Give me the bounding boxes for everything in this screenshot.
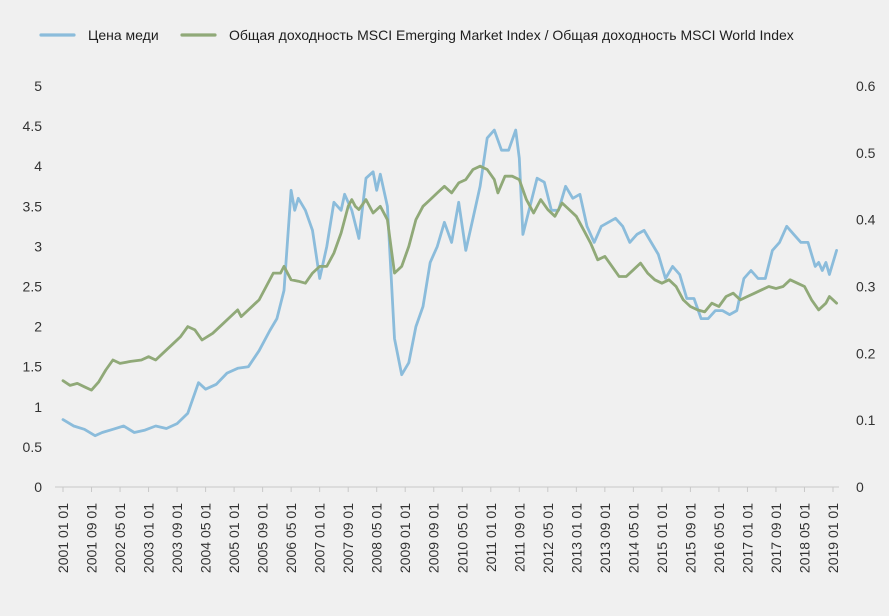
legend-label-copper: Цена меди [88,27,159,43]
y-tick-label-right: 0.1 [856,412,876,428]
x-tick-label: 2003 01 01 [141,503,157,573]
x-tick-label: 2001 01 01 [55,503,71,573]
x-tick-label: 2015 09 01 [682,503,698,573]
x-tick-label: 2003 09 01 [169,503,185,573]
plot-area [61,128,838,438]
x-tick-label: 2018 05 01 [796,503,812,573]
y-tick-label-right: 0.4 [856,212,876,228]
y-tick-label-right: 0 [856,479,864,495]
y-tick-label-left: 5 [34,78,42,94]
x-tick-label: 2013 09 01 [597,503,613,573]
x-tick-label: 2006 05 01 [283,503,299,573]
y-tick-label-left: 1.5 [23,359,43,375]
x-tick-label: 2014 05 01 [625,503,641,573]
y-tick-label-left: 4.5 [23,118,43,134]
legend: Цена меди Общая доходность MSCI Emerging… [39,27,794,43]
x-tick-label: 2013 01 01 [568,503,584,573]
x-tick-label: 2001 09 01 [84,503,100,573]
x-tick-label: 2019 01 01 [825,503,841,573]
x-tick-label: 2017 09 01 [768,503,784,573]
x-tick-label: 2005 09 01 [255,503,271,573]
x-tick-label: 2007 01 01 [312,503,328,573]
x-tick-label: 2015 01 01 [654,503,670,573]
axes: 0 0.5 1 1.5 2 2.5 3 3.5 4 4.5 5 0 0.1 0.2 0.3 0.4 0.5 0.6… [23,78,876,573]
x-tick-label: 2011 09 01 [511,503,527,572]
y-tick-label-right: 0.2 [856,345,876,361]
y-tick-label-right: 0.6 [856,78,876,94]
x-tick-label: 2012 05 01 [540,503,556,573]
x-tick-label: 2009 01 01 [397,503,413,573]
x-tick-label: 2017 01 01 [739,503,755,573]
x-tick-label: 2011 01 01 [483,503,499,572]
legend-label-msci-ratio: Общая доходность MSCI Emerging Market In… [229,27,794,43]
series-line-msci-ratio [61,164,838,392]
y-tick-label-left: 2 [34,319,42,335]
y-tick-label-left: 4 [34,158,42,174]
x-tick-label: 2005 01 01 [226,503,242,573]
y-tick-label-left: 0 [34,479,42,495]
y-tick-label-left: 3.5 [23,198,43,214]
y-tick-label-left: 1 [34,399,42,415]
legend-item-copper[interactable]: Цена меди [39,27,159,43]
y-tick-label-left: 2.5 [23,279,43,295]
y-tick-label-right: 0.3 [856,279,876,295]
y-tick-label-right: 0.5 [856,145,876,161]
y-tick-label-left: 3 [34,238,42,254]
x-tick-label: 2010 05 01 [454,503,470,573]
legend-item-msci-ratio[interactable]: Общая доходность MSCI Emerging Market In… [180,27,794,43]
x-tick-label: 2008 05 01 [369,503,385,573]
x-tick-label: 2016 05 01 [711,503,727,573]
x-tick-label: 2002 05 01 [112,503,128,573]
x-tick-label: 2009 09 01 [426,503,442,573]
y-tick-label-left: 0.5 [23,439,43,455]
x-tick-label: 2004 05 01 [198,503,214,573]
x-tick-label: 2007 09 01 [340,503,356,573]
series-line-copper [61,128,838,438]
